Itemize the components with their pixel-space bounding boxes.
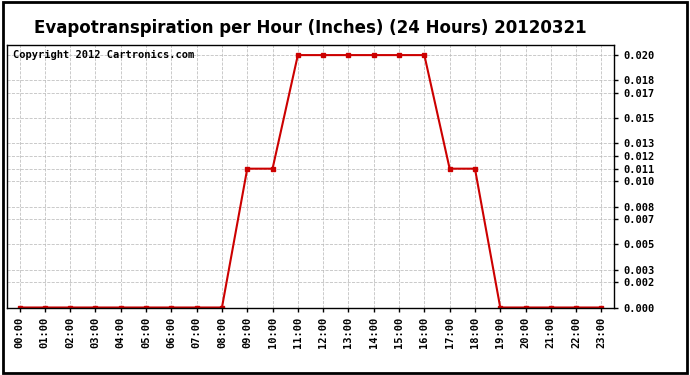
Text: Evapotranspiration per Hour (Inches) (24 Hours) 20120321: Evapotranspiration per Hour (Inches) (24… [34,19,586,37]
Text: Copyright 2012 Cartronics.com: Copyright 2012 Cartronics.com [13,50,194,60]
